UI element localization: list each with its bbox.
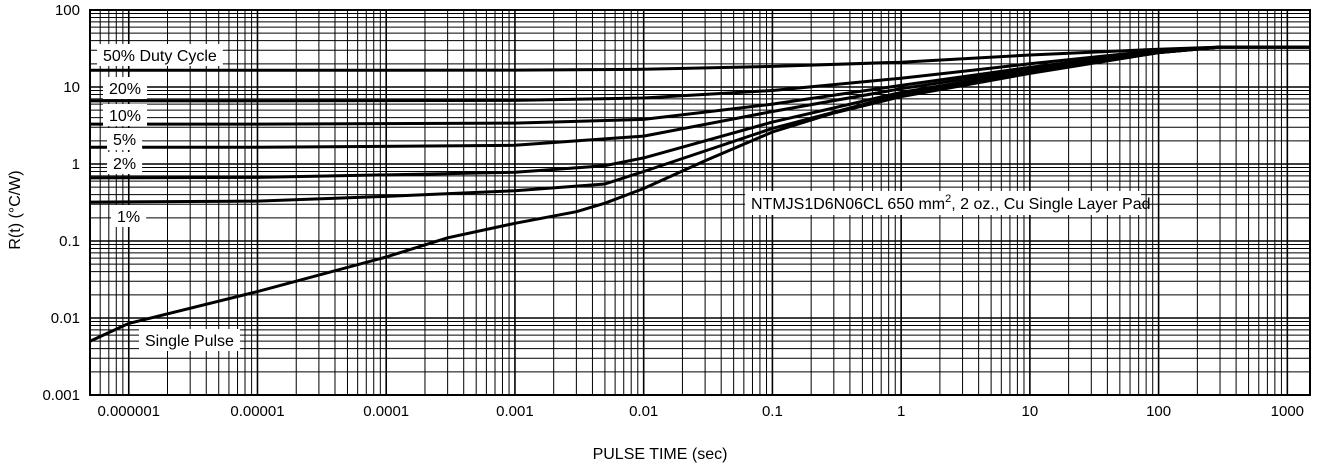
annotation-text: NTMJS1D6N06CL 650 mm2, 2 oz., Cu Single … bbox=[751, 193, 1151, 213]
series-line-6 bbox=[89, 45, 1310, 343]
annotation-rest: , 2 oz., Cu Single Layer Pad bbox=[951, 196, 1150, 213]
series-label-bg bbox=[103, 77, 148, 99]
series-label-text: Single Pulse bbox=[145, 333, 234, 350]
y-tick-label: 1 bbox=[72, 156, 80, 173]
series-label-text: 5% bbox=[113, 132, 136, 149]
tick-labels: 0.000001 0.00001 0.0001 0.001 0.01 0.1 1 10 100 1… bbox=[42, 2, 1304, 420]
y-tick-label: 100 bbox=[55, 2, 80, 19]
series-label-bg bbox=[139, 329, 240, 351]
series-label-text: 10% bbox=[109, 108, 141, 125]
y-tick-label: 10 bbox=[63, 79, 80, 96]
x-tick-label: 0.0001 bbox=[363, 403, 409, 420]
series-label-bg bbox=[111, 205, 147, 227]
series-label-bg bbox=[97, 44, 223, 66]
series-label-5: 1% bbox=[111, 205, 147, 227]
series-label-text: 50% Duty Cycle bbox=[103, 48, 217, 65]
x-tick-label: 1000 bbox=[1271, 403, 1304, 420]
x-tick-label: 100 bbox=[1146, 403, 1171, 420]
annotation-main: NTMJS1D6N06CL 650 mm bbox=[751, 196, 945, 213]
y-tick-label: 0.1 bbox=[59, 233, 80, 250]
y-tick-label: 0.01 bbox=[51, 310, 80, 327]
x-tick-label: 10 bbox=[1022, 403, 1039, 420]
plot-frame bbox=[89, 9, 1311, 396]
series-label-bg bbox=[107, 128, 143, 150]
series-label-text: 20% bbox=[109, 81, 141, 98]
x-axis-label: PULSE TIME (sec) bbox=[593, 446, 728, 463]
series-label-6: Single Pulse bbox=[139, 329, 240, 351]
series-label-text: 1% bbox=[117, 209, 140, 226]
series-label-text: 2% bbox=[113, 156, 136, 173]
x-tick-label: 0.00001 bbox=[230, 403, 284, 420]
x-tick-label: 0.000001 bbox=[97, 403, 160, 420]
series-label-4: 2% bbox=[107, 152, 143, 174]
series-labels: 50% Duty Cycle 20% 10% 5% 2% 1% Single Pulse bbox=[97, 44, 240, 351]
annotation-background bbox=[745, 191, 1141, 215]
series-label-bg bbox=[107, 152, 143, 174]
x-tick-label: 1 bbox=[897, 403, 905, 420]
y-tick-label: 0.001 bbox=[42, 387, 80, 404]
x-tick-label: 0.01 bbox=[629, 403, 658, 420]
x-tick-label: 0.1 bbox=[762, 403, 783, 420]
series-label-1: 20% bbox=[103, 77, 148, 99]
series-label-bg bbox=[103, 104, 148, 126]
series-lines bbox=[89, 45, 1310, 343]
x-tick-label: 0.001 bbox=[496, 403, 534, 420]
y-axis-label: R(t) (°C/W) bbox=[7, 170, 24, 249]
series-label-0: 50% Duty Cycle bbox=[97, 44, 223, 66]
annotation-box: NTMJS1D6N06CL 650 mm2, 2 oz., Cu Single … bbox=[745, 191, 1151, 215]
series-label-3: 5% bbox=[107, 128, 143, 150]
annotation-superscript: 2 bbox=[945, 193, 951, 205]
series-label-2: 10% bbox=[103, 104, 148, 126]
